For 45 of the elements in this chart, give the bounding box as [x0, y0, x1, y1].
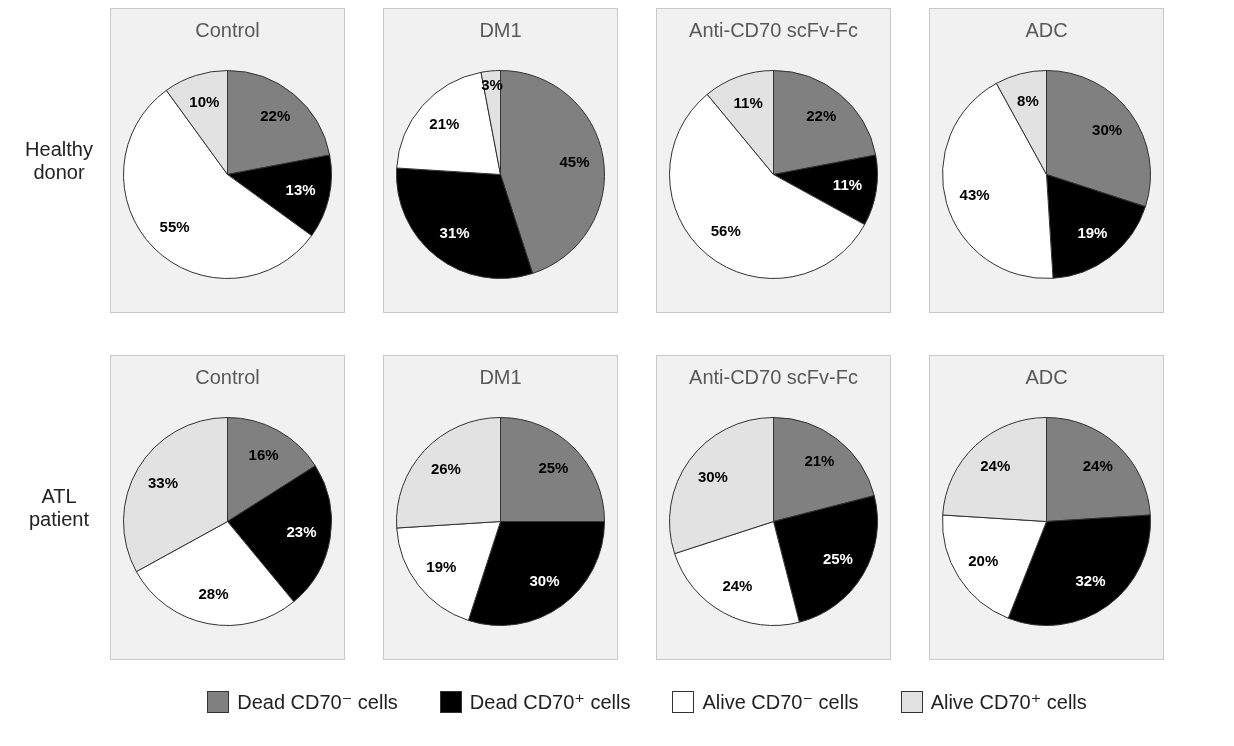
data-label: 16% — [248, 446, 279, 464]
chart-title: DM1 — [479, 365, 522, 388]
data-label: 19% — [426, 557, 457, 575]
data-label: 23% — [286, 523, 317, 541]
data-label: 21% — [429, 115, 460, 133]
chart-title: Anti-CD70 scFv-Fc — [689, 365, 858, 388]
data-label: 13% — [285, 180, 316, 198]
data-label: 21% — [804, 452, 835, 470]
chart-title: Control — [195, 18, 260, 41]
data-label: 11% — [733, 94, 763, 112]
data-label: 32% — [1075, 572, 1106, 590]
data-label: 31% — [439, 223, 470, 241]
data-label: 25% — [538, 458, 569, 476]
legend-label: Alive CD70⁻ cells — [702, 690, 859, 714]
chart-title: DM1 — [479, 18, 522, 41]
chart-title: Anti-CD70 scFv-Fc — [689, 18, 858, 41]
chart-title: ADC — [1025, 365, 1068, 388]
data-label: 28% — [198, 585, 229, 603]
text: Healthy donor — [24, 137, 94, 184]
data-label: 43% — [959, 185, 990, 203]
data-label: 25% — [822, 549, 853, 567]
data-label: 19% — [1077, 223, 1108, 241]
data-label: 24% — [722, 577, 753, 595]
data-label: 30% — [697, 467, 728, 485]
legend-label: Dead CD70⁻ cells — [237, 690, 398, 714]
data-label: 33% — [148, 473, 179, 491]
data-label: 20% — [968, 551, 999, 569]
chart-title: ADC — [1025, 18, 1068, 41]
chart-title: Control — [195, 365, 260, 388]
data-label: 8% — [1017, 92, 1039, 110]
text: ATL patient — [27, 484, 91, 531]
data-label: 10% — [189, 93, 220, 111]
data-label: 45% — [559, 152, 590, 170]
data-label: 30% — [1092, 120, 1123, 138]
data-label: 30% — [529, 572, 560, 590]
data-label: 24% — [1082, 457, 1113, 475]
legend-label: Alive CD70⁺ cells — [930, 690, 1087, 714]
data-label: 22% — [260, 106, 291, 124]
data-label: 56% — [710, 222, 741, 240]
data-label: 11% — [832, 176, 863, 194]
legend-label: Dead CD70⁺ cells — [469, 690, 631, 714]
data-label: 24% — [980, 457, 1011, 475]
data-label: 26% — [430, 460, 461, 478]
data-label: 22% — [806, 106, 837, 124]
data-label: 55% — [159, 217, 190, 235]
